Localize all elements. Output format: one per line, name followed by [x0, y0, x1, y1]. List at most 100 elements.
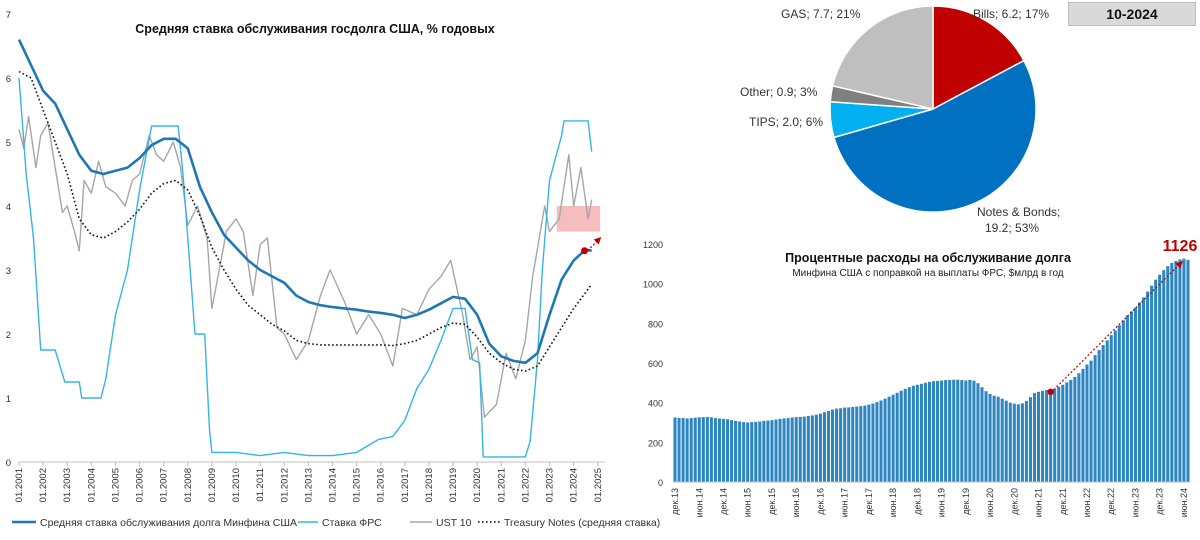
bar [742, 422, 746, 482]
bar [1049, 389, 1053, 482]
bar [867, 404, 871, 482]
left-x-tick: 01.2007 [159, 468, 170, 502]
bar [709, 417, 713, 482]
bar [968, 379, 972, 482]
bar [1032, 393, 1037, 482]
left-x-tick: 01.2023 [545, 468, 556, 502]
bar [685, 418, 689, 482]
bar [725, 419, 730, 482]
bar [1057, 386, 1061, 482]
bar [794, 417, 798, 482]
bar-x-tick: июн.22 [1082, 488, 1092, 517]
bar [774, 419, 778, 482]
bar [713, 418, 717, 482]
bar [891, 394, 895, 482]
bar [1146, 291, 1150, 482]
bar [1000, 398, 1004, 482]
bar [1125, 315, 1129, 482]
bar-x-tick: дек.22 [1106, 488, 1116, 515]
left-x-tick: 01.2025 [593, 468, 604, 502]
bar [1069, 379, 1073, 482]
left-y-tick: 4 [6, 202, 11, 213]
left-series-line [18, 115, 593, 418]
bar [1077, 373, 1081, 482]
bar [1186, 259, 1190, 482]
bar [859, 406, 863, 482]
legend-label: Ставка ФРС [322, 517, 382, 529]
bar-x-tick: июн.15 [743, 488, 753, 517]
bar [976, 383, 980, 482]
left-x-tick: 01.2008 [183, 468, 194, 502]
left-x-tick: 01.2002 [38, 468, 49, 502]
bar [847, 407, 851, 482]
bar [673, 417, 677, 482]
left-x-tick: 01.2019 [448, 468, 459, 502]
bar [734, 420, 738, 482]
bar [1045, 390, 1049, 482]
bar-x-tick: дек.16 [815, 488, 825, 515]
bar [1024, 401, 1028, 482]
bar-x-tick: июн.16 [791, 488, 801, 517]
bar [871, 403, 875, 482]
pie-label-other: Other; 0.9; 3% [740, 85, 818, 99]
bar [972, 380, 976, 482]
bar [1178, 259, 1182, 482]
bar [814, 414, 818, 482]
bar [766, 420, 770, 482]
bar-x-tick: июн.23 [1131, 488, 1141, 517]
pie-chart: Bills; 6.2; 17% GAS; 7.7; 21% Other; 0.9; … [740, 5, 1060, 235]
bar [1085, 364, 1089, 482]
bar [907, 387, 911, 482]
left-y-tick: 0 [6, 458, 11, 469]
bar [806, 416, 810, 482]
bar [746, 422, 750, 482]
bar [750, 422, 754, 482]
left-series-line [18, 77, 593, 458]
left-series-line [18, 70, 593, 372]
left-x-tick: 01.2013 [303, 468, 314, 502]
bar-x-tick: июн.21 [1034, 488, 1044, 517]
bar [1162, 270, 1166, 482]
bar-x-tick: дек.20 [1009, 488, 1019, 515]
bar [887, 396, 891, 482]
left-y-tick: 1 [6, 394, 11, 405]
bar [1016, 404, 1020, 482]
bar [705, 416, 709, 482]
trend-point [1047, 388, 1054, 395]
bar [996, 396, 1000, 482]
left-y-tick: 2 [6, 330, 11, 341]
left-x-tick: 01.2018 [424, 468, 435, 502]
bar [1174, 260, 1178, 482]
bar-chart: 0 200 400 600 800 1000 1200 дек.13 июн.14 дек.14 и… [643, 238, 1197, 517]
left-series-line [17, 39, 592, 365]
left-x-tick: 01.2022 [520, 468, 531, 502]
bar [1089, 360, 1093, 482]
bar [693, 417, 697, 482]
left-x-tick: 01.2015 [352, 468, 363, 502]
bar-x-tick: дек.15 [767, 488, 777, 515]
bar [1012, 403, 1016, 482]
bar [956, 379, 960, 482]
left-x-tick: 01.2009 [207, 468, 218, 502]
bar [1061, 384, 1065, 482]
bar-y-tick: 200 [648, 438, 663, 448]
bar-x-tick: дек.14 [719, 488, 729, 515]
bar [701, 417, 705, 482]
period-badge: 10-2024 [1068, 2, 1196, 26]
pie-label-tips: TIPS; 2.0; 6% [749, 115, 823, 129]
bar [802, 416, 806, 482]
bar-x-tick: дек.18 [912, 488, 922, 515]
bar [1101, 345, 1105, 482]
pie-label-bills: Bills; 6.2; 17% [973, 7, 1049, 21]
left-x-tick: 01.2020 [472, 468, 483, 502]
bar [980, 387, 984, 482]
bar [1121, 320, 1125, 482]
pie-label-gas: GAS; 7.7; 21% [781, 7, 861, 21]
projection-point [581, 247, 589, 255]
bar [843, 407, 847, 482]
left-x-tick: 01.2006 [135, 468, 146, 502]
left-x-tick: 01.2021 [496, 468, 507, 502]
bar [1073, 376, 1077, 482]
bar [1142, 297, 1146, 482]
